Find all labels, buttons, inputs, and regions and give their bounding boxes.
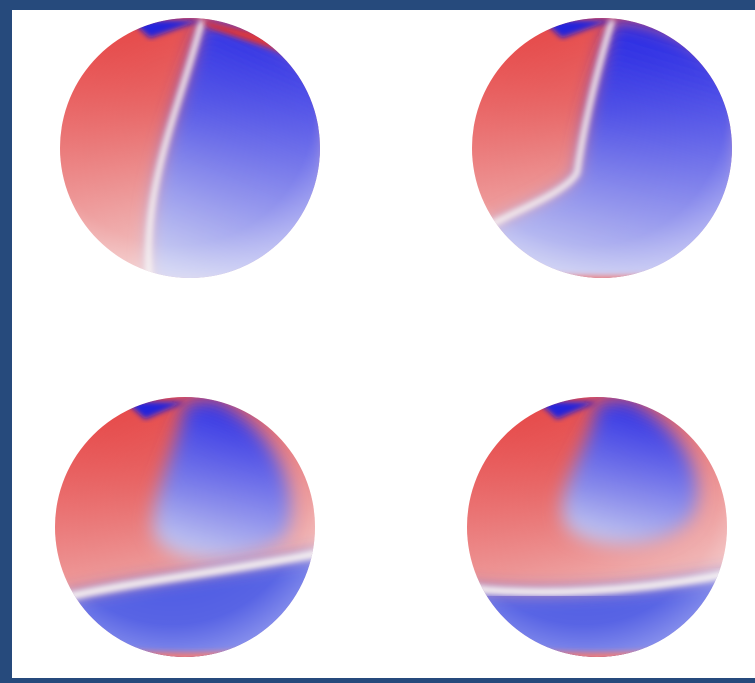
sphere [55,397,315,657]
shading [472,18,732,278]
shading [467,397,727,657]
sphere [60,18,320,278]
shading [55,397,315,657]
sphere [472,18,732,278]
shading [60,18,320,278]
